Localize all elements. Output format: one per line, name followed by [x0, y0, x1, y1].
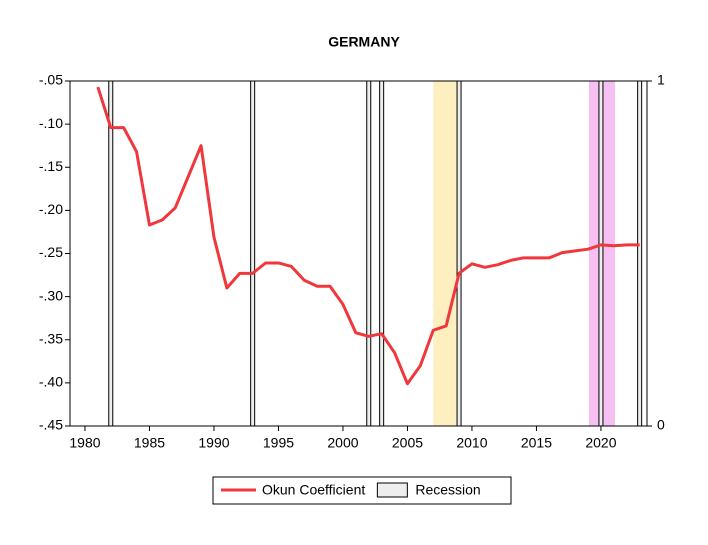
legend-label: Recession: [415, 482, 480, 498]
legend-swatch: [376, 482, 408, 498]
y-tick-label: -.45: [39, 417, 63, 433]
shaded-region: [433, 81, 457, 426]
chart-title: GERMANY: [328, 34, 400, 50]
y-tick-label: -.15: [39, 158, 63, 174]
y-tick-label: -.10: [39, 115, 63, 131]
data-line: [96, 86, 640, 386]
y-tick-label: -.35: [39, 330, 63, 346]
y-tick-label: -.20: [39, 201, 63, 217]
recession-bar: [108, 80, 114, 427]
x-tick-label: 2020: [585, 435, 616, 451]
y-tick-label: -.30: [39, 287, 63, 303]
y2-tick-label: 0: [657, 417, 665, 433]
x-tick-label: 2005: [392, 435, 423, 451]
recession-bar: [456, 80, 462, 427]
y-tick-label: -.40: [39, 374, 63, 390]
y2-tick-label: 1: [657, 72, 665, 88]
legend-box: [212, 476, 512, 505]
x-tick-label: 1980: [69, 435, 100, 451]
recession-bar: [366, 80, 372, 427]
plot-frame: [69, 80, 648, 427]
recession-bar: [379, 80, 385, 427]
x-tick-label: 2000: [327, 435, 358, 451]
y-tick-label: -.05: [39, 72, 63, 88]
recession-bar: [250, 80, 256, 427]
recession-bar: [637, 80, 643, 427]
x-tick-label: 1985: [134, 435, 165, 451]
y-tick-label: -.25: [39, 244, 63, 260]
x-tick-label: 2010: [456, 435, 487, 451]
legend-label: Okun Coefficient: [262, 482, 365, 498]
x-tick-label: 1990: [198, 435, 229, 451]
recession-bar: [598, 80, 604, 427]
x-tick-label: 1995: [263, 435, 294, 451]
x-tick-label: 2015: [521, 435, 552, 451]
